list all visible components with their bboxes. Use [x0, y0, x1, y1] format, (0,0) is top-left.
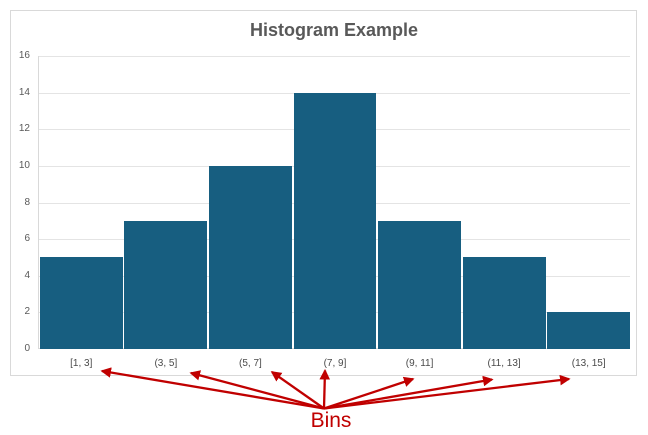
- x-axis-bin-label: (9, 11]: [405, 358, 434, 369]
- y-axis-tick-label: 0: [24, 343, 30, 354]
- bins-annotation-label: Bins: [310, 409, 352, 432]
- bin-arrow: [323, 376, 415, 410]
- bin-arrow: [189, 370, 325, 410]
- chart-title: Histogram Example: [249, 20, 419, 40]
- y-axis-tick-label: 4: [24, 269, 30, 281]
- bin-arrow: [319, 368, 331, 409]
- x-axis-bin-label: (11, 13]: [487, 358, 521, 369]
- x-axis-bin-label: (5, 7]: [239, 358, 262, 369]
- plot-area: 0 2 4 6 8 10 12 14 16 [1, 3] (3, 5] (5, 7] (7, 9] (9,…: [19, 50, 631, 369]
- x-axis-bin-label: (7, 9]: [323, 358, 347, 369]
- gridline: [39, 56, 630, 57]
- y-axis-tick-label: 8: [24, 196, 30, 208]
- x-axis-bin-label: (13, 15]: [571, 358, 606, 369]
- histogram-bar: [39, 257, 123, 349]
- y-axis-tick-label: 6: [24, 233, 30, 245]
- x-axis-bin-label: (3, 5]: [154, 358, 178, 369]
- bin-arrow: [323, 375, 494, 410]
- bin-arrow: [323, 374, 571, 410]
- histogram-bar: [462, 257, 546, 349]
- y-axis-tick-label: 12: [18, 123, 30, 135]
- y-axis-tick-label: 16: [18, 50, 30, 61]
- y-axis-tick-label: 10: [18, 159, 30, 171]
- histogram-bar: [378, 220, 462, 349]
- histogram-bar: [293, 92, 377, 349]
- y-axis-tick-label: 2: [24, 306, 30, 318]
- histogram-bar: [124, 220, 208, 349]
- y-axis-tick-label: 14: [18, 86, 30, 98]
- histogram-bar: [208, 165, 292, 349]
- x-axis-bin-label: [1, 3]: [70, 358, 93, 369]
- bin-arrow: [100, 367, 325, 410]
- histogram-bar: [547, 312, 631, 349]
- chart-frame: Histogram Example 0 2 4 6 8 10 12 14 16 [1, 3] (3,…: [10, 10, 637, 376]
- bin-arrow: [270, 371, 325, 410]
